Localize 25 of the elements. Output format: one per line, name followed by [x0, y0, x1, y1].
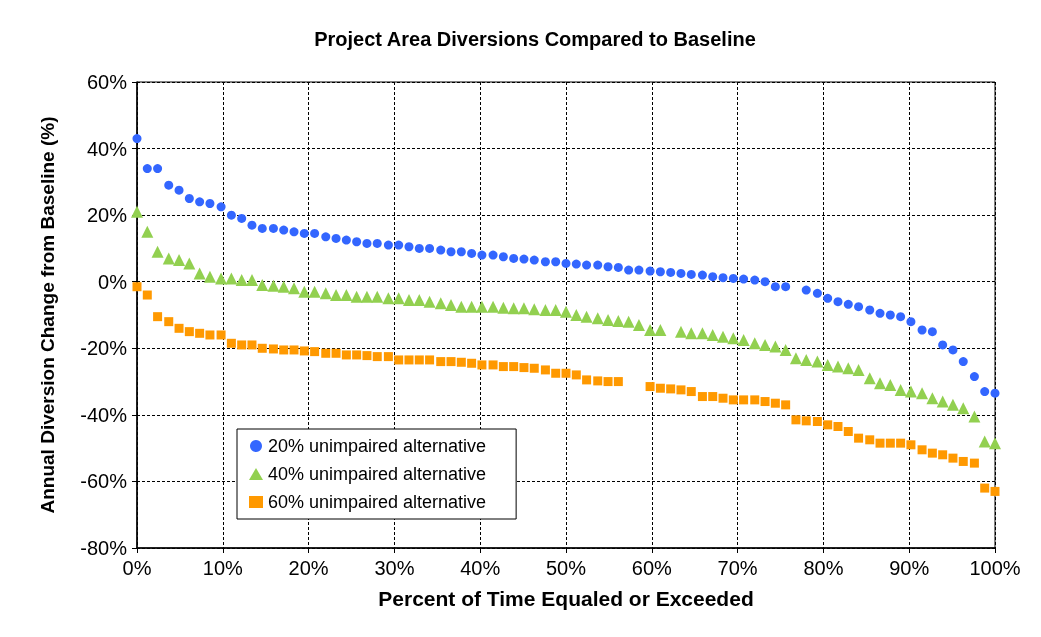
y-tick-label: 20%: [86, 204, 128, 227]
x-tick-label: 20%: [288, 557, 329, 579]
y-tick-label: 0%: [98, 270, 128, 293]
x-tick-label: 100%: [969, 557, 1021, 579]
x-tick-label: 50%: [545, 557, 587, 579]
y-tick-label: 40%: [86, 137, 128, 160]
y-tick-label: -80%: [80, 537, 128, 559]
x-tick-label: 30%: [374, 557, 415, 579]
y-axis-title: Annual Diversion Change from Baseline (%): [37, 116, 58, 514]
chart-title: Project Area Diversions Compared to Baseline: [314, 28, 756, 50]
y-tick-label: -60%: [80, 470, 128, 493]
x-tick-label: 70%: [717, 557, 758, 579]
x-axis-title: Percent of Time Equaled or Exceeded: [378, 587, 754, 610]
x-tick-label: 60%: [631, 557, 673, 579]
legend-label: 20% unimpaired alternative: [268, 436, 487, 456]
x-tick-label: 10%: [202, 557, 244, 579]
y-tick-label: -20%: [80, 337, 128, 360]
x-tick-label: 80%: [803, 557, 844, 579]
x-tick-label: 0%: [122, 557, 152, 579]
y-tick-label: 60%: [86, 71, 128, 93]
legend-label: 60% unimpaired alternative: [268, 492, 487, 512]
x-tick-label: 90%: [889, 557, 930, 579]
legend-label: 40% unimpaired alternative: [268, 464, 487, 484]
x-tick-label: 40%: [460, 557, 501, 579]
y-tick-label: -40%: [80, 403, 128, 426]
